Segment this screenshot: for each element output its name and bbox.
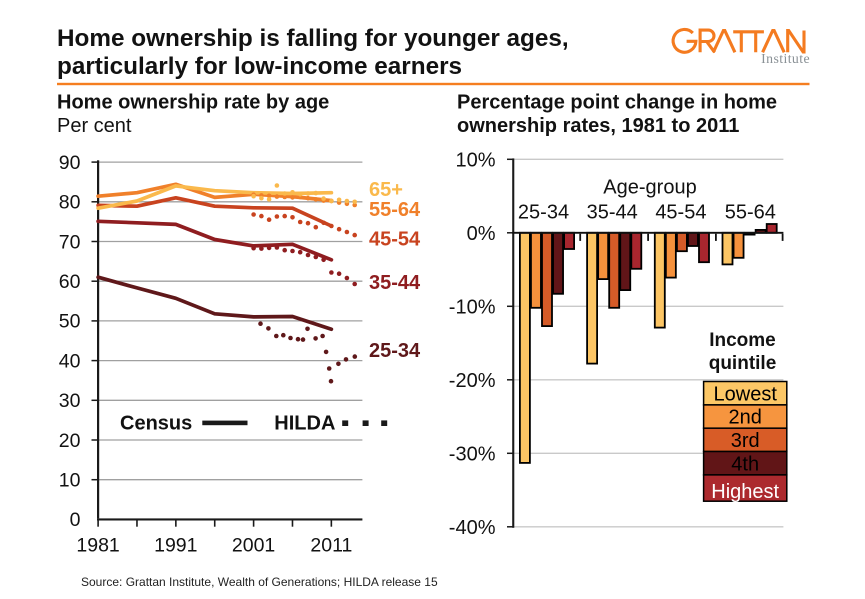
svg-text:80: 80 [59, 192, 81, 214]
svg-text:Census: Census [120, 412, 192, 434]
svg-text:35-44: 35-44 [587, 202, 638, 224]
svg-text:1981: 1981 [76, 535, 119, 557]
svg-text:65+: 65+ [369, 179, 403, 201]
svg-text:-10%: -10% [449, 296, 496, 318]
svg-text:Home ownership is falling for: Home ownership is falling for younger ag… [57, 25, 569, 52]
svg-text:30: 30 [59, 390, 81, 412]
svg-text:0: 0 [70, 509, 81, 531]
svg-text:20: 20 [59, 430, 81, 452]
svg-text:70: 70 [59, 231, 81, 253]
svg-text:Per cent: Per cent [57, 115, 132, 137]
svg-text:Lowest: Lowest [714, 383, 778, 405]
svg-text:50: 50 [59, 311, 81, 333]
svg-text:Income: Income [709, 330, 776, 351]
svg-text:35-44: 35-44 [369, 272, 421, 294]
svg-text:40: 40 [59, 350, 81, 372]
svg-text:45-54: 45-54 [655, 202, 706, 224]
svg-text:HILDA: HILDA [274, 412, 335, 434]
svg-text:particularly for low-income ea: particularly for low-income earners [57, 53, 462, 80]
svg-text:Age-group: Age-group [603, 177, 696, 199]
svg-text:10: 10 [59, 470, 81, 492]
svg-text:2011: 2011 [310, 535, 352, 557]
svg-text:90: 90 [59, 152, 81, 174]
svg-text:4th: 4th [731, 453, 759, 475]
svg-text:45-54: 45-54 [369, 229, 421, 251]
svg-text:25-34: 25-34 [518, 202, 569, 224]
svg-text:Home ownership rate by age: Home ownership rate by age [57, 92, 329, 114]
svg-text:2nd: 2nd [729, 407, 762, 429]
svg-text:55-64: 55-64 [369, 199, 421, 221]
svg-text:2001: 2001 [232, 535, 275, 557]
svg-text:Percentage point change in hom: Percentage point change in home [457, 92, 777, 114]
svg-text:-40%: -40% [449, 517, 496, 539]
svg-text:55-64: 55-64 [725, 202, 776, 224]
svg-text:1991: 1991 [154, 535, 197, 557]
svg-text:25-34: 25-34 [369, 340, 421, 362]
svg-text:3rd: 3rd [731, 430, 760, 452]
svg-text:-20%: -20% [449, 370, 496, 392]
svg-text:Highest: Highest [711, 481, 779, 503]
svg-text:Institute: Institute [761, 51, 810, 66]
svg-text:-30%: -30% [449, 443, 496, 465]
svg-text:quintile: quintile [709, 353, 777, 374]
svg-text:60: 60 [59, 271, 81, 293]
svg-text:0%: 0% [467, 223, 496, 245]
svg-text:10%: 10% [455, 149, 495, 171]
svg-text:ownership rates, 1981 to 2011: ownership rates, 1981 to 2011 [457, 115, 739, 137]
svg-text:Source: Grattan Institute, Wea: Source: Grattan Institute, Wealth of Gen… [81, 575, 438, 589]
